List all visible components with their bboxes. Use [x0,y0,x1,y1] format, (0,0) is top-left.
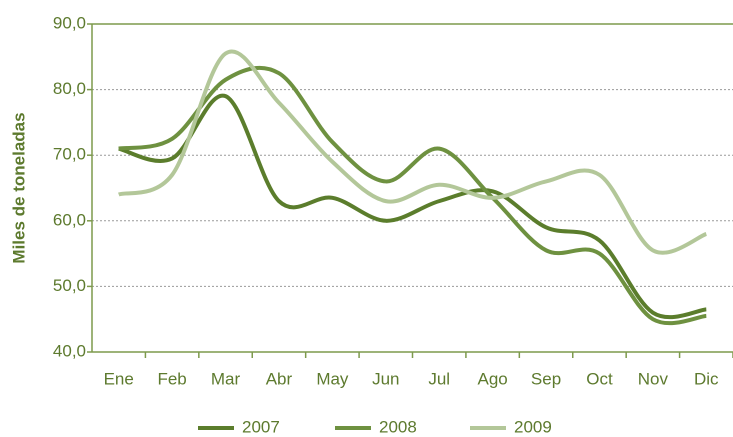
y-tick-label: 50,0 [53,276,86,295]
x-tick-label: Mar [211,369,241,388]
x-tick-label: Ene [104,369,134,388]
x-tick-label: Feb [157,369,186,388]
y-tick-label: 90,0 [53,13,86,32]
series-line [118,93,707,320]
legend-label: 2009 [514,417,552,436]
y-tick-label: 80,0 [53,79,86,98]
series-line [118,65,707,326]
x-tick-label: May [316,369,349,388]
x-tick-label: Ago [478,369,508,388]
x-tick-label: Abr [266,369,293,388]
y-axis-label: Miles de toneladas [9,112,28,263]
legend-label: 2007 [242,417,280,436]
y-tick-label: 60,0 [53,210,86,229]
x-tick-label: Jul [428,369,450,388]
x-tick-label: Nov [638,369,669,388]
legend-label: 2008 [379,417,417,436]
x-tick-label: Sep [531,369,561,388]
x-tick-label: Jun [372,369,399,388]
y-tick-label: 40,0 [53,341,86,360]
x-tick-label: Oct [586,369,613,388]
series-line [118,49,708,255]
x-tick-label: Dic [694,369,719,388]
y-tick-label: 70,0 [53,145,86,164]
